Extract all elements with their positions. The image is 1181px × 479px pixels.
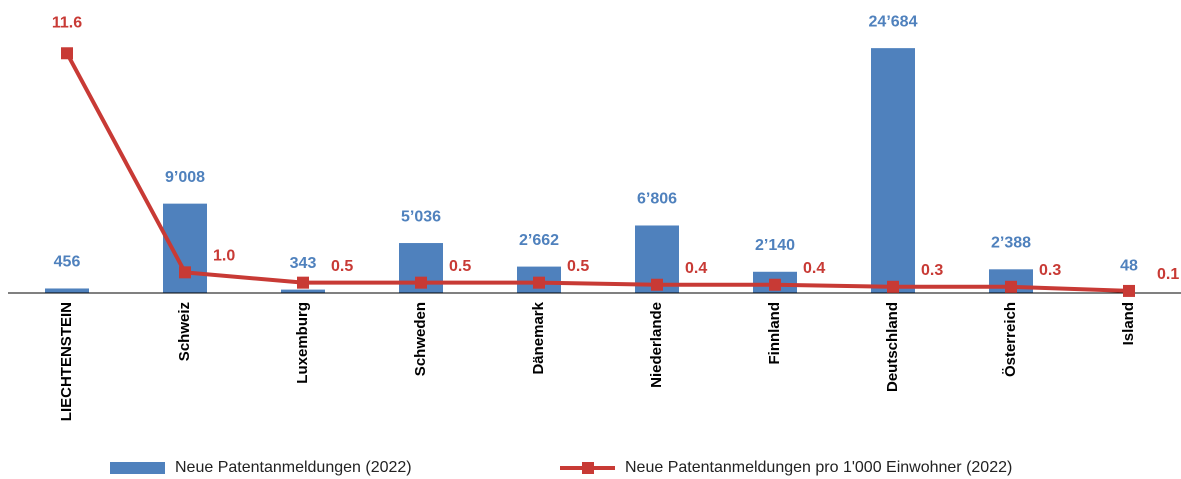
bar-value-label: 2’388 [991,235,1031,252]
x-tick-label: Österreich [1002,302,1019,377]
x-tick-label: Deutschland [884,302,901,392]
x-tick-label: Schweden [412,302,429,376]
line-marker [1005,280,1017,293]
line-marker [61,47,73,60]
x-tick-label: Finnland [766,302,783,365]
line-value-label: 0.5 [449,258,471,275]
x-tick-label: Niederlande [648,302,665,388]
line-value-label: 0.3 [921,262,943,279]
x-tick-label: Dänemark [530,301,547,374]
bar-value-label: 2’140 [755,237,795,254]
bar [871,48,915,293]
x-tick-label: LIECHTENSTEIN [58,302,75,421]
bar-value-label: 6’806 [637,191,677,208]
line-value-label: 0.3 [1039,262,1061,279]
line-marker [533,276,545,289]
line [65,52,1130,293]
bar-value-label: 343 [290,255,317,272]
line-value-label: 0.4 [685,260,707,277]
line-value-label: 0.1 [1157,266,1179,283]
bar [281,289,325,293]
line-marker [297,276,309,289]
legend-swatch [110,462,165,474]
line-value-label: 0.5 [567,258,589,275]
x-tick-label: Island [1120,302,1137,345]
line-value-label: 1.0 [213,248,235,265]
line-value-label: 0.5 [331,258,353,275]
x-tick-label: Schweiz [176,302,193,361]
bar-value-label: 456 [54,254,81,271]
bar-value-label: 5’036 [401,208,441,225]
bar-value-label: 24’684 [869,13,918,30]
legend-label: Neue Patentanmeldungen pro 1'000 Einwohn… [625,459,1012,476]
line-value-label: 11.6 [52,14,82,31]
bar [163,203,207,293]
bar [45,288,89,293]
legend-label: Neue Patentanmeldungen (2022) [175,459,412,476]
bar-value-label: 9’008 [165,169,205,186]
legend-swatch [582,462,594,474]
line-marker [651,278,663,291]
line-marker [179,266,191,279]
line-marker [1123,284,1135,297]
bar-value-label: 48 [1120,258,1138,275]
x-tick-label: Luxemburg [294,302,311,384]
line-value-label: 0.4 [803,260,825,277]
line-marker [769,278,781,291]
line-marker [887,280,899,293]
bar-value-label: 2’662 [519,232,559,249]
line-marker [415,276,427,289]
